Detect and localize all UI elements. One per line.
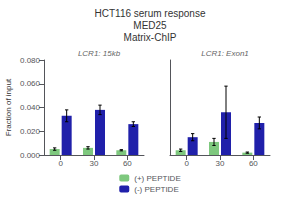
svg-text:MED25: MED25 — [133, 20, 167, 31]
svg-text:0.040: 0.040 — [20, 103, 41, 112]
svg-text:30: 30 — [90, 159, 99, 168]
svg-text:60: 60 — [123, 159, 132, 168]
svg-text:Fraction of input: Fraction of input — [4, 78, 13, 136]
svg-text:0.020: 0.020 — [20, 127, 41, 136]
svg-text:0.060: 0.060 — [20, 79, 41, 88]
svg-text:60: 60 — [249, 159, 258, 168]
svg-text:30: 30 — [216, 159, 225, 168]
svg-text:Matrix-ChIP: Matrix-ChIP — [124, 32, 177, 43]
svg-text:(+) PEPTIDE: (+) PEPTIDE — [134, 174, 180, 183]
svg-text:LCR1: Exon1: LCR1: Exon1 — [201, 49, 249, 58]
svg-text:(-) PEPTIDE: (-) PEPTIDE — [134, 185, 178, 194]
svg-text:0.000: 0.000 — [20, 151, 41, 160]
svg-text:0.080: 0.080 — [20, 56, 41, 65]
svg-text:0: 0 — [184, 159, 189, 168]
svg-text:LCR1: 15kb: LCR1: 15kb — [78, 49, 121, 58]
svg-text:0: 0 — [58, 159, 63, 168]
svg-text:HCT116 serum response: HCT116 serum response — [95, 8, 206, 19]
